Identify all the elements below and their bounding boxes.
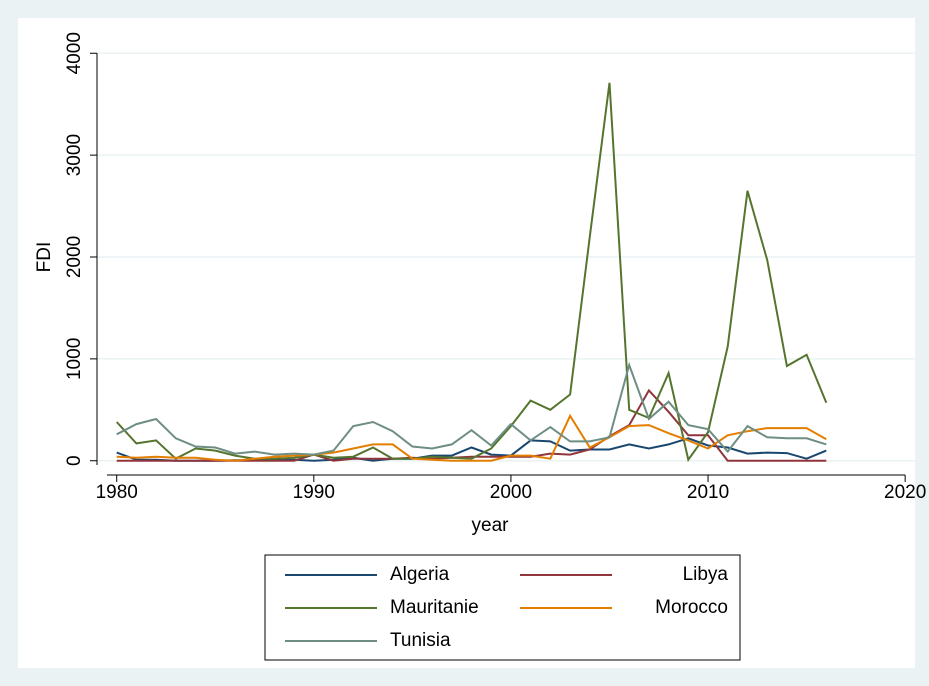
y-tick-label: 4000 [64, 32, 85, 74]
legend-label: Morocco [655, 597, 728, 618]
series-line [116, 361, 827, 456]
legend-label: Tunisia [390, 630, 451, 651]
y-tick-label: 0 [64, 455, 85, 466]
x-axis-label: year [472, 515, 510, 536]
y-tick-label: 3000 [64, 134, 85, 176]
y-axis-label: FDI [34, 242, 55, 273]
y-tick-label: 2000 [64, 236, 85, 278]
x-tick-label: 2020 [884, 482, 926, 503]
series-line [116, 413, 827, 462]
x-tick-label: 1980 [96, 482, 138, 503]
series-line [115, 82, 828, 463]
x-tick-label: 1990 [293, 482, 335, 503]
x-tick-label: 2000 [490, 482, 532, 503]
x-tick-label: 2010 [687, 482, 729, 503]
legend-label: Algeria [390, 564, 450, 585]
legend-label: Libya [683, 564, 729, 585]
legend-label: Mauritanie [390, 597, 479, 618]
y-tick-label: 1000 [64, 338, 85, 380]
